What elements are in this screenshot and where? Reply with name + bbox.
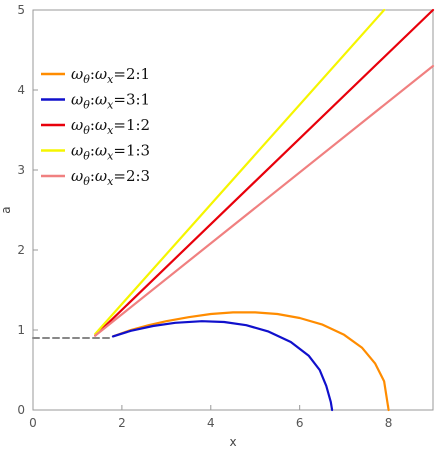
- legend-label: ωθ:ωx=1:2: [71, 116, 150, 137]
- x-tick-label: 8: [385, 416, 393, 430]
- x-tick-label: 6: [296, 416, 304, 430]
- legend-label: ωθ:ωx=3:1: [71, 91, 150, 112]
- x-tick-label: 0: [29, 416, 37, 430]
- legend-label: ωθ:ωx=1:3: [71, 142, 150, 163]
- y-tick-label: 5: [17, 3, 25, 17]
- series-line: [94, 8, 386, 336]
- y-tick-label: 4: [17, 83, 25, 97]
- y-tick-label: 1: [17, 323, 25, 337]
- y-tick-label: 3: [17, 163, 25, 177]
- series-line: [111, 320, 334, 412]
- legend-label: ωθ:ωx=2:3: [71, 167, 150, 188]
- series-line: [94, 8, 435, 337]
- y-tick-label: 2: [17, 243, 25, 257]
- series-line: [111, 311, 390, 412]
- x-axis-label: x: [229, 435, 236, 449]
- series-line: [94, 64, 435, 337]
- y-tick-label: 0: [17, 403, 25, 417]
- x-tick-label: 4: [207, 416, 215, 430]
- legend-label: ωθ:ωx=2:1: [71, 65, 150, 86]
- y-axis-label: a: [0, 206, 13, 213]
- plot-frame: [32, 9, 434, 411]
- x-tick-label: 2: [118, 416, 126, 430]
